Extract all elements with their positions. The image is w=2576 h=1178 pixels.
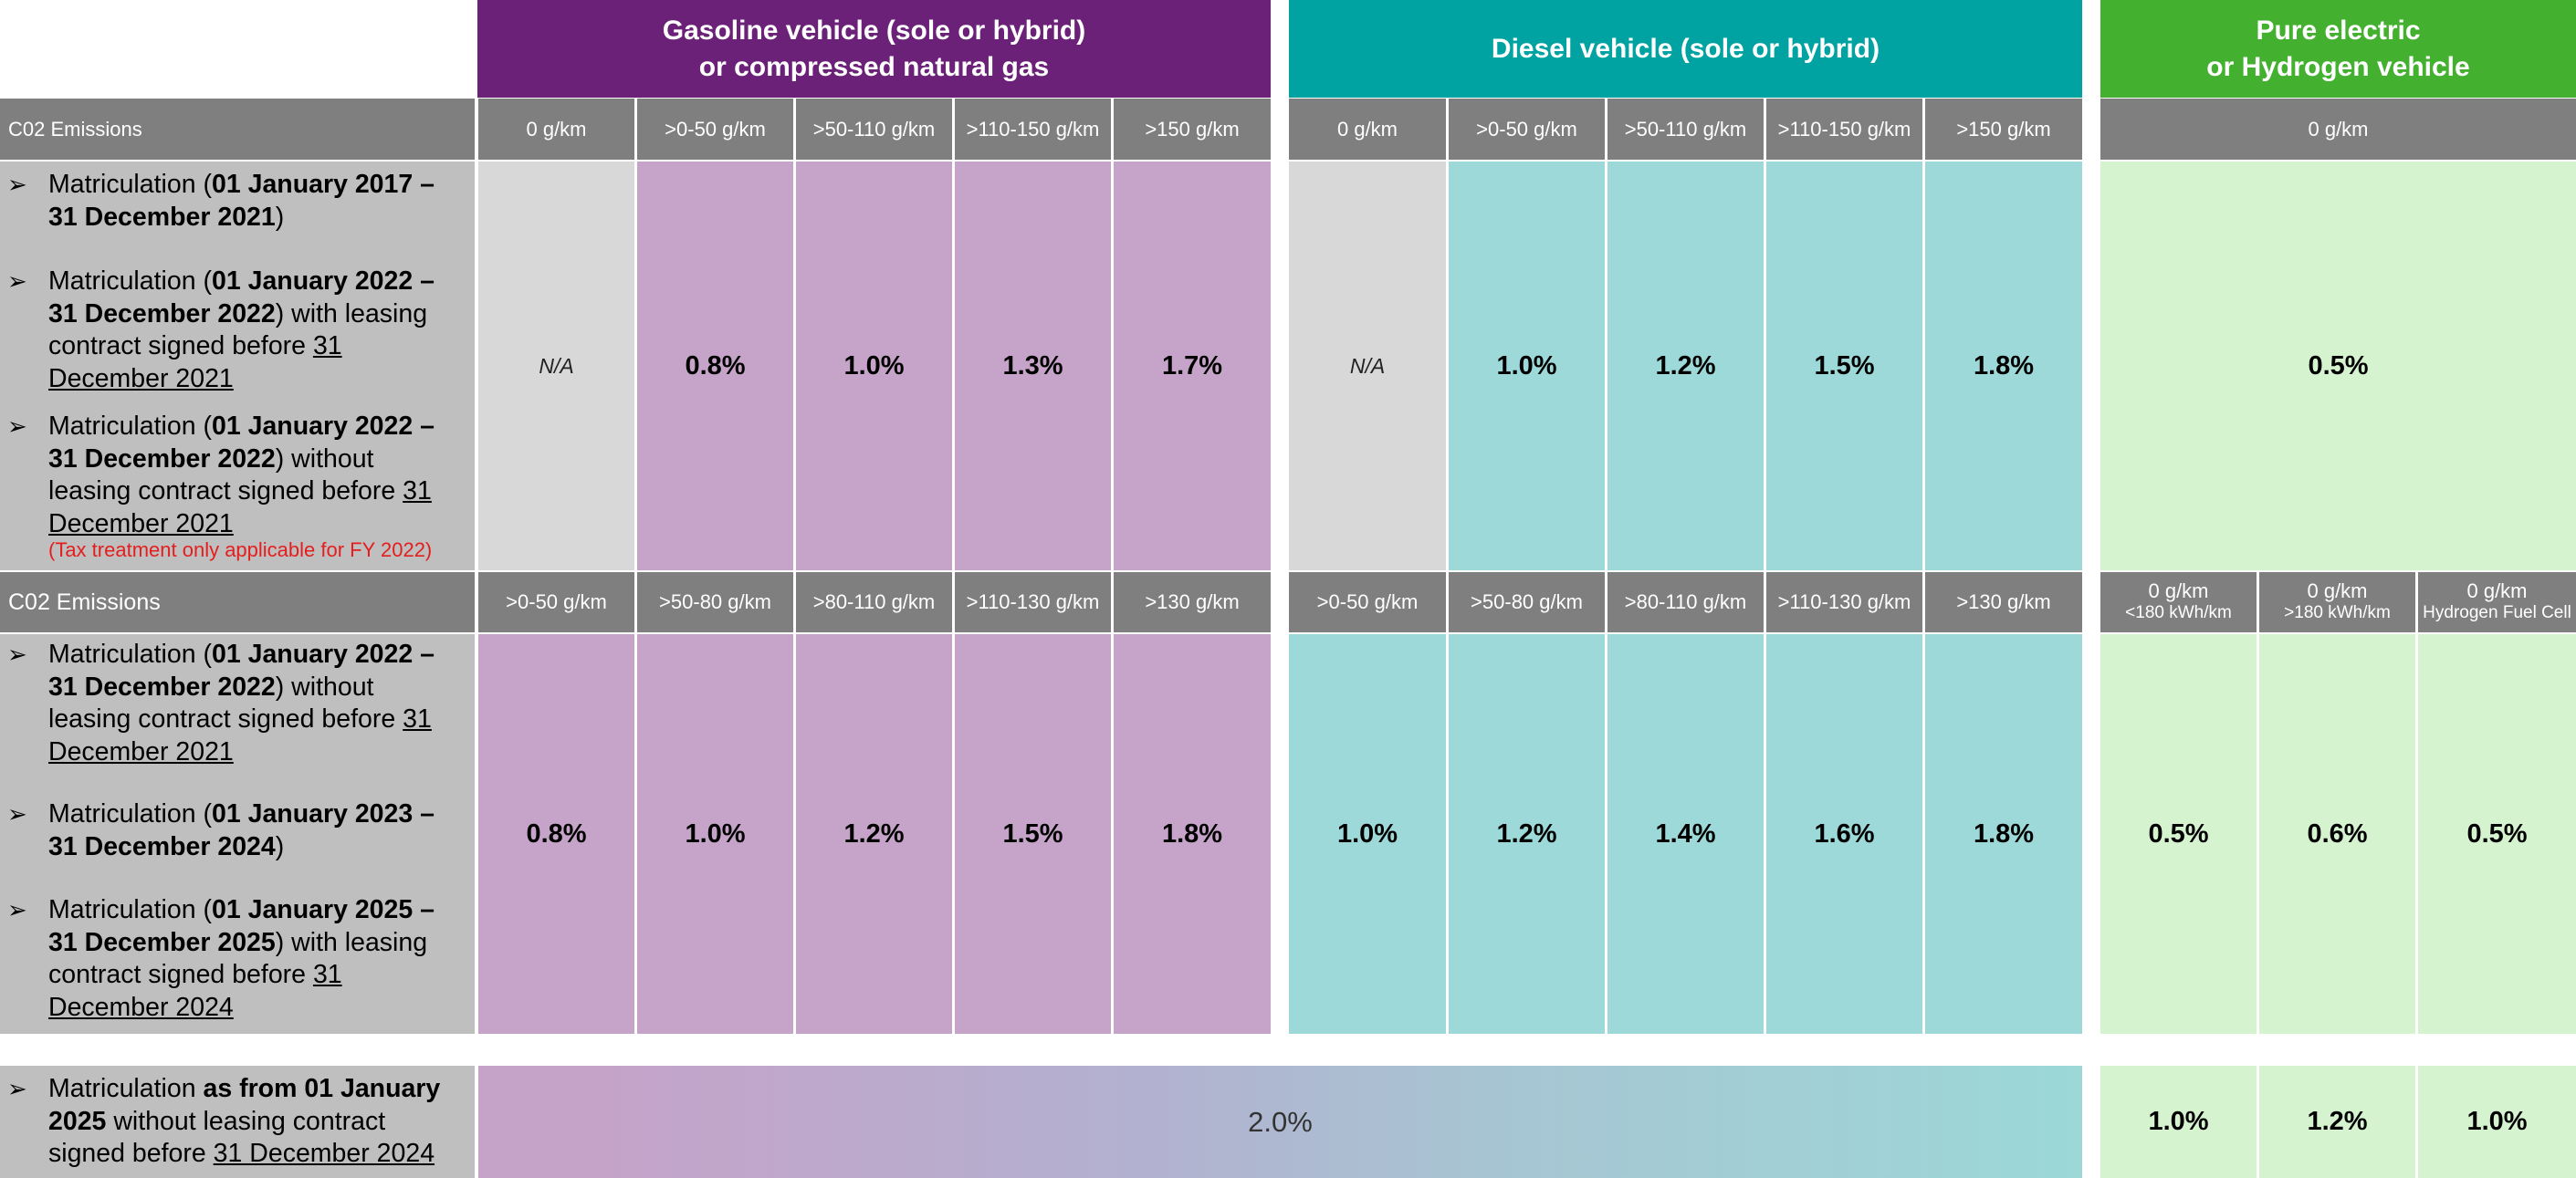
s2-diesel-band: >130 g/km <box>1925 572 2082 632</box>
s1-electric-value: 0.5% <box>2100 162 2576 570</box>
s1-gas-band: >110-150 g/km <box>955 99 1111 160</box>
s2-diesel-value: 1.2% <box>1449 634 1605 1034</box>
s3-item-1: Matriculation as from 01 January 2025 wi… <box>48 1074 441 1168</box>
s1-item-1: Matriculation (01 January 2017 – 31 Dece… <box>48 170 435 232</box>
s2-diesel-value: 1.4% <box>1607 634 1764 1034</box>
arrow-bullet-icon: ➢ <box>7 1075 27 1102</box>
s2-electric-value: 0.5% <box>2100 634 2257 1034</box>
s2-diesel-band: >110-130 g/km <box>1766 572 1922 632</box>
s3-electric-value: 1.2% <box>2259 1066 2415 1178</box>
s1-item-2: Matriculation (01 January 2022 – 31 Dece… <box>48 266 435 393</box>
arrow-bullet-icon: ➢ <box>7 171 27 198</box>
s1-gas-value: 1.7% <box>1114 162 1271 570</box>
header-electric-line2: or Hydrogen vehicle <box>2206 51 2470 82</box>
s1-tax-note: (Tax treatment only applicable for FY 20… <box>48 538 433 561</box>
s2-diesel-value: 1.8% <box>1925 634 2082 1034</box>
arrow-bullet-icon: ➢ <box>7 412 27 440</box>
s1-item-3: Matriculation (01 January 2022 – 31 Dece… <box>48 412 435 538</box>
s2-diesel-band: >50-80 g/km <box>1449 572 1605 632</box>
s2-electric-band: 0 g/km Hydrogen Fuel Cell <box>2418 572 2576 632</box>
s2-gas-value: 0.8% <box>478 634 634 1034</box>
s2-gas-band: >80-110 g/km <box>796 572 952 632</box>
s2-item-1: Matriculation (01 January 2022 – 31 Dece… <box>48 640 435 766</box>
s1-diesel-value: 1.5% <box>1766 162 1922 570</box>
s1-gas-band: >150 g/km <box>1114 99 1271 160</box>
s1-diesel-band: >110-150 g/km <box>1766 99 1922 160</box>
header-gasoline: Gasoline vehicle (sole or hybrid) or com… <box>477 0 1271 98</box>
s1-gas-value: 1.3% <box>955 162 1111 570</box>
s2-gas-value: 1.8% <box>1114 634 1271 1034</box>
header-diesel: Diesel vehicle (sole or hybrid) <box>1289 0 2082 98</box>
s1-gas-band: 0 g/km <box>478 99 634 160</box>
s2-electric-value: 0.6% <box>2259 634 2415 1034</box>
s2-gas-band: >110-130 g/km <box>955 572 1111 632</box>
s2-gas-value: 1.5% <box>955 634 1111 1034</box>
s3-electric-value: 1.0% <box>2418 1066 2576 1178</box>
s1-gas-band: >50-110 g/km <box>796 99 952 160</box>
arrow-bullet-icon: ➢ <box>7 896 27 923</box>
s2-gas-band: >0-50 g/km <box>478 572 634 632</box>
s1-gas-value: 1.0% <box>796 162 952 570</box>
s2-gas-band: >50-80 g/km <box>637 572 793 632</box>
s1-gas-value: 0.8% <box>637 162 793 570</box>
s2-electric-band: 0 g/km >180 kWh/km <box>2259 572 2415 632</box>
s2-item-2: Matriculation (01 January 2023 – 31 Dece… <box>48 799 435 861</box>
s2-electric-band: 0 g/km <180 kWh/km <box>2100 572 2257 632</box>
s1-gas-band: >0-50 g/km <box>637 99 793 160</box>
s1-row-label: ➢ Matriculation (01 January 2017 – 31 De… <box>0 162 475 570</box>
s3-electric-value: 1.0% <box>2100 1066 2257 1178</box>
s1-diesel-value: 1.2% <box>1607 162 1764 570</box>
s1-diesel-band: >50-110 g/km <box>1607 99 1764 160</box>
header-diesel-line1: Diesel vehicle (sole or hybrid) <box>1491 33 1880 64</box>
s2-diesel-band: >80-110 g/km <box>1607 572 1764 632</box>
s2-gas-value: 1.0% <box>637 634 793 1034</box>
s1-diesel-value: N/A <box>1289 162 1446 570</box>
header-electric-line1: Pure electric <box>2256 15 2421 46</box>
s1-diesel-band: >150 g/km <box>1925 99 2082 160</box>
s2-electric-value: 0.5% <box>2418 634 2576 1034</box>
s3-combined-value: 2.0% <box>478 1066 2082 1178</box>
s1-diesel-band: >0-50 g/km <box>1449 99 1605 160</box>
s2-row-label: ➢ Matriculation (01 January 2022 – 31 De… <box>0 634 475 1034</box>
s2-item-3: Matriculation (01 January 2025 – 31 Dece… <box>48 895 435 1022</box>
s3-row-label: ➢ Matriculation as from 01 January 2025 … <box>0 1066 475 1178</box>
s2-diesel-band: >0-50 g/km <box>1289 572 1446 632</box>
header-electric: Pure electric or Hydrogen vehicle <box>2100 0 2576 98</box>
s1-gas-value: N/A <box>478 162 634 570</box>
arrow-bullet-icon: ➢ <box>7 641 27 668</box>
s1-diesel-band: 0 g/km <box>1289 99 1446 160</box>
arrow-bullet-icon: ➢ <box>7 800 27 828</box>
s1-diesel-value: 1.8% <box>1925 162 2082 570</box>
s2-diesel-value: 1.6% <box>1766 634 1922 1034</box>
s2-diesel-value: 1.0% <box>1289 634 1446 1034</box>
s2-gas-band: >130 g/km <box>1114 572 1271 632</box>
s2-emissions-label: C02 Emissions <box>0 572 475 632</box>
header-gasoline-line2: or compressed natural gas <box>698 51 1050 82</box>
arrow-bullet-icon: ➢ <box>7 267 27 295</box>
header-gasoline-line1: Gasoline vehicle (sole or hybrid) <box>662 15 1086 46</box>
s1-emissions-label: C02 Emissions <box>0 99 475 160</box>
s1-electric-band: 0 g/km <box>2100 99 2576 160</box>
s1-diesel-value: 1.0% <box>1449 162 1605 570</box>
s2-gas-value: 1.2% <box>796 634 952 1034</box>
